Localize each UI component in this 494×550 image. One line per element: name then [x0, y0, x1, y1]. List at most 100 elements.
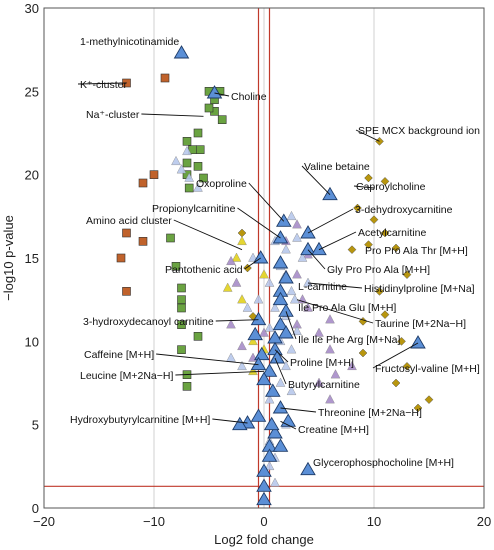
data-point-triangle-labeled	[276, 213, 292, 227]
y-tick-label: 0	[32, 501, 39, 516]
data-point-square	[195, 145, 205, 154]
data-point-triangle-labeled	[254, 346, 270, 361]
data-point-diamond	[380, 176, 390, 186]
data-point-triangle	[226, 255, 236, 266]
annotation-label: Glycerophosphocholine [M+H]	[313, 457, 454, 469]
data-point-triangle	[264, 322, 275, 332]
data-point-triangle-labeled	[300, 461, 316, 476]
annotation-leader	[248, 182, 285, 222]
data-points	[116, 45, 434, 506]
data-point-triangle	[314, 377, 324, 387]
annotation-label: Choline	[231, 91, 267, 103]
data-point-triangle-labeled	[322, 186, 338, 201]
data-point-diamond	[380, 310, 390, 320]
data-point-square	[122, 287, 131, 296]
data-point-square	[177, 295, 186, 304]
data-point-triangle-labeled	[206, 85, 223, 99]
data-point-triangle	[253, 294, 264, 304]
data-point-triangle-labeled	[311, 241, 327, 256]
annotation-label: Leucine [M+2Na−H]	[80, 370, 173, 382]
y-tick-label: 20	[25, 168, 39, 183]
annotation-label: L-carnitine	[298, 281, 347, 293]
data-point-diamond	[375, 286, 384, 296]
y-tick-label: 15	[25, 251, 39, 266]
data-point-diamond	[364, 173, 373, 183]
data-point-square	[199, 173, 208, 183]
data-point-triangle	[237, 294, 247, 304]
data-point-square	[177, 283, 186, 293]
data-point-triangle-labeled	[256, 371, 272, 386]
x-axis-title: Log2 fold change	[214, 532, 314, 547]
data-point-triangle	[171, 155, 181, 166]
annotation-label: Pro Pro Ala Thr [M+H]	[365, 245, 468, 257]
y-tick-label: 30	[25, 1, 39, 16]
annotation-label: Caffeine [M+H]	[84, 349, 154, 361]
data-point-triangle	[325, 344, 335, 354]
annotation-leader	[237, 207, 281, 239]
axes	[43, 7, 485, 509]
data-point-triangle-labeled	[272, 291, 289, 306]
data-point-triangle	[184, 172, 195, 182]
data-point-triangle	[222, 282, 233, 292]
data-point-triangle	[270, 477, 280, 487]
data-point-triangle-labeled	[272, 400, 289, 414]
annotation-leader	[214, 92, 230, 97]
annotation-label: Caproylcholine	[356, 181, 426, 193]
data-point-triangle	[242, 302, 253, 312]
data-point-triangle-labeled	[250, 311, 267, 326]
data-point-triangle	[292, 269, 302, 279]
annotation-leader	[141, 113, 204, 117]
annotation-label: 1-methylnicotinamide	[80, 36, 179, 48]
annotation-label: K⁺-cluster	[80, 79, 127, 91]
data-point-triangle	[193, 182, 203, 192]
annotation-leader	[307, 208, 354, 234]
data-point-triangle	[237, 360, 247, 371]
data-point-triangle-labeled	[272, 438, 289, 452]
x-tick-label: 20	[477, 514, 491, 529]
data-point-triangle	[237, 235, 247, 246]
data-point-triangle	[286, 210, 297, 221]
data-point-triangle	[292, 325, 302, 336]
data-point-triangle	[231, 252, 242, 262]
data-point-square	[204, 103, 214, 113]
data-point-diamond	[369, 215, 379, 225]
data-point-triangle	[248, 335, 258, 346]
data-point-triangle	[264, 460, 275, 471]
annotation-label: Hydroxybutyrylcarnitine [M+H]	[70, 414, 210, 426]
annotation-label: Acetylcarnitine	[358, 227, 426, 239]
annotation-label: SPE MCX background ion	[358, 125, 480, 137]
annotation-label: 3-dehydroxycarnitine	[355, 204, 453, 216]
data-point-square	[182, 158, 192, 168]
data-point-triangle	[347, 360, 357, 371]
data-point-triangle-labeled	[261, 448, 278, 462]
annotation-leader	[301, 165, 331, 195]
annotation-label: Oxoproline	[196, 178, 247, 190]
data-point-triangle	[289, 294, 300, 304]
data-point-triangle	[314, 327, 324, 337]
annotation-leader	[173, 219, 243, 251]
data-point-square	[149, 170, 159, 179]
x-tick-label: 0	[260, 514, 267, 529]
data-point-square	[182, 382, 192, 391]
data-point-square	[122, 228, 131, 238]
data-point-triangle-labeled	[256, 478, 272, 492]
data-point-diamond	[358, 316, 368, 326]
data-point-diamond	[347, 245, 357, 255]
data-point-diamond	[358, 348, 368, 358]
data-point-square	[177, 320, 186, 329]
data-point-triangle	[237, 340, 247, 351]
annotation-leader	[77, 82, 127, 85]
data-point-triangle	[303, 277, 313, 287]
annotation-label: Gly Pro Pro Ala [M+H]	[327, 264, 430, 276]
data-point-square	[193, 332, 203, 341]
data-point-triangle	[325, 394, 335, 404]
data-point-square	[160, 73, 170, 83]
data-point-square	[217, 115, 227, 124]
annotation-label: Na⁺-cluster	[86, 109, 140, 121]
data-point-triangle-labeled	[250, 408, 267, 422]
data-point-diamond	[391, 378, 401, 388]
data-point-triangle	[281, 360, 291, 371]
annotation-label: Threonine [M+2Na−H]	[318, 407, 422, 419]
annotation-leader	[307, 282, 363, 289]
data-point-triangle	[286, 344, 297, 354]
